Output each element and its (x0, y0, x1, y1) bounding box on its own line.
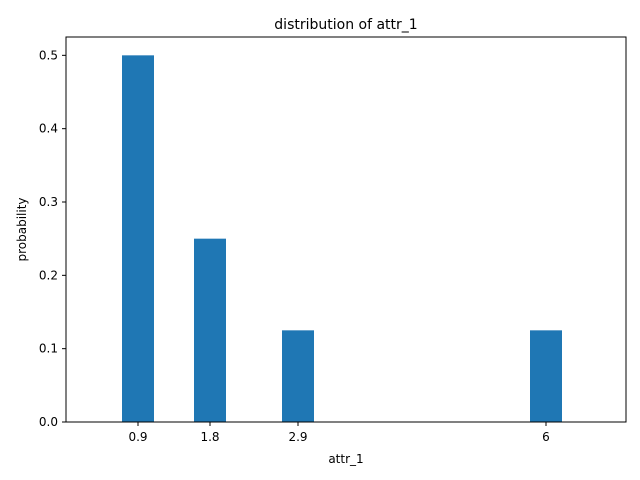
y-tick-label: 0.0 (39, 415, 58, 429)
y-tick-label: 0.3 (39, 195, 58, 209)
y-axis-label: probability (15, 197, 29, 261)
bars (122, 55, 562, 422)
x-tick-label: 6 (542, 430, 550, 444)
y-tick-label: 0.1 (39, 342, 58, 356)
plot-frame (65, 36, 627, 423)
bar-2.9 (282, 330, 314, 422)
x-tick-label: 1.8 (200, 430, 219, 444)
y-tick-label: 0.4 (39, 122, 58, 136)
bar-0.9 (122, 55, 154, 422)
y-axis-ticks: 0.0 0.1 0.2 0.3 0.4 0.5 (39, 48, 66, 429)
bar-1.8 (194, 238, 226, 422)
chart-title: distribution of attr_1 (274, 17, 417, 33)
y-tick-label: 0.5 (39, 48, 58, 62)
bar-6 (530, 330, 562, 422)
x-axis-label: attr_1 (328, 452, 363, 466)
y-tick-label: 0.2 (39, 268, 58, 282)
x-tick-label: 0.9 (128, 430, 147, 444)
x-tick-label: 2.9 (288, 430, 307, 444)
x-axis-ticks: 0.9 1.8 2.9 6 (128, 422, 550, 444)
